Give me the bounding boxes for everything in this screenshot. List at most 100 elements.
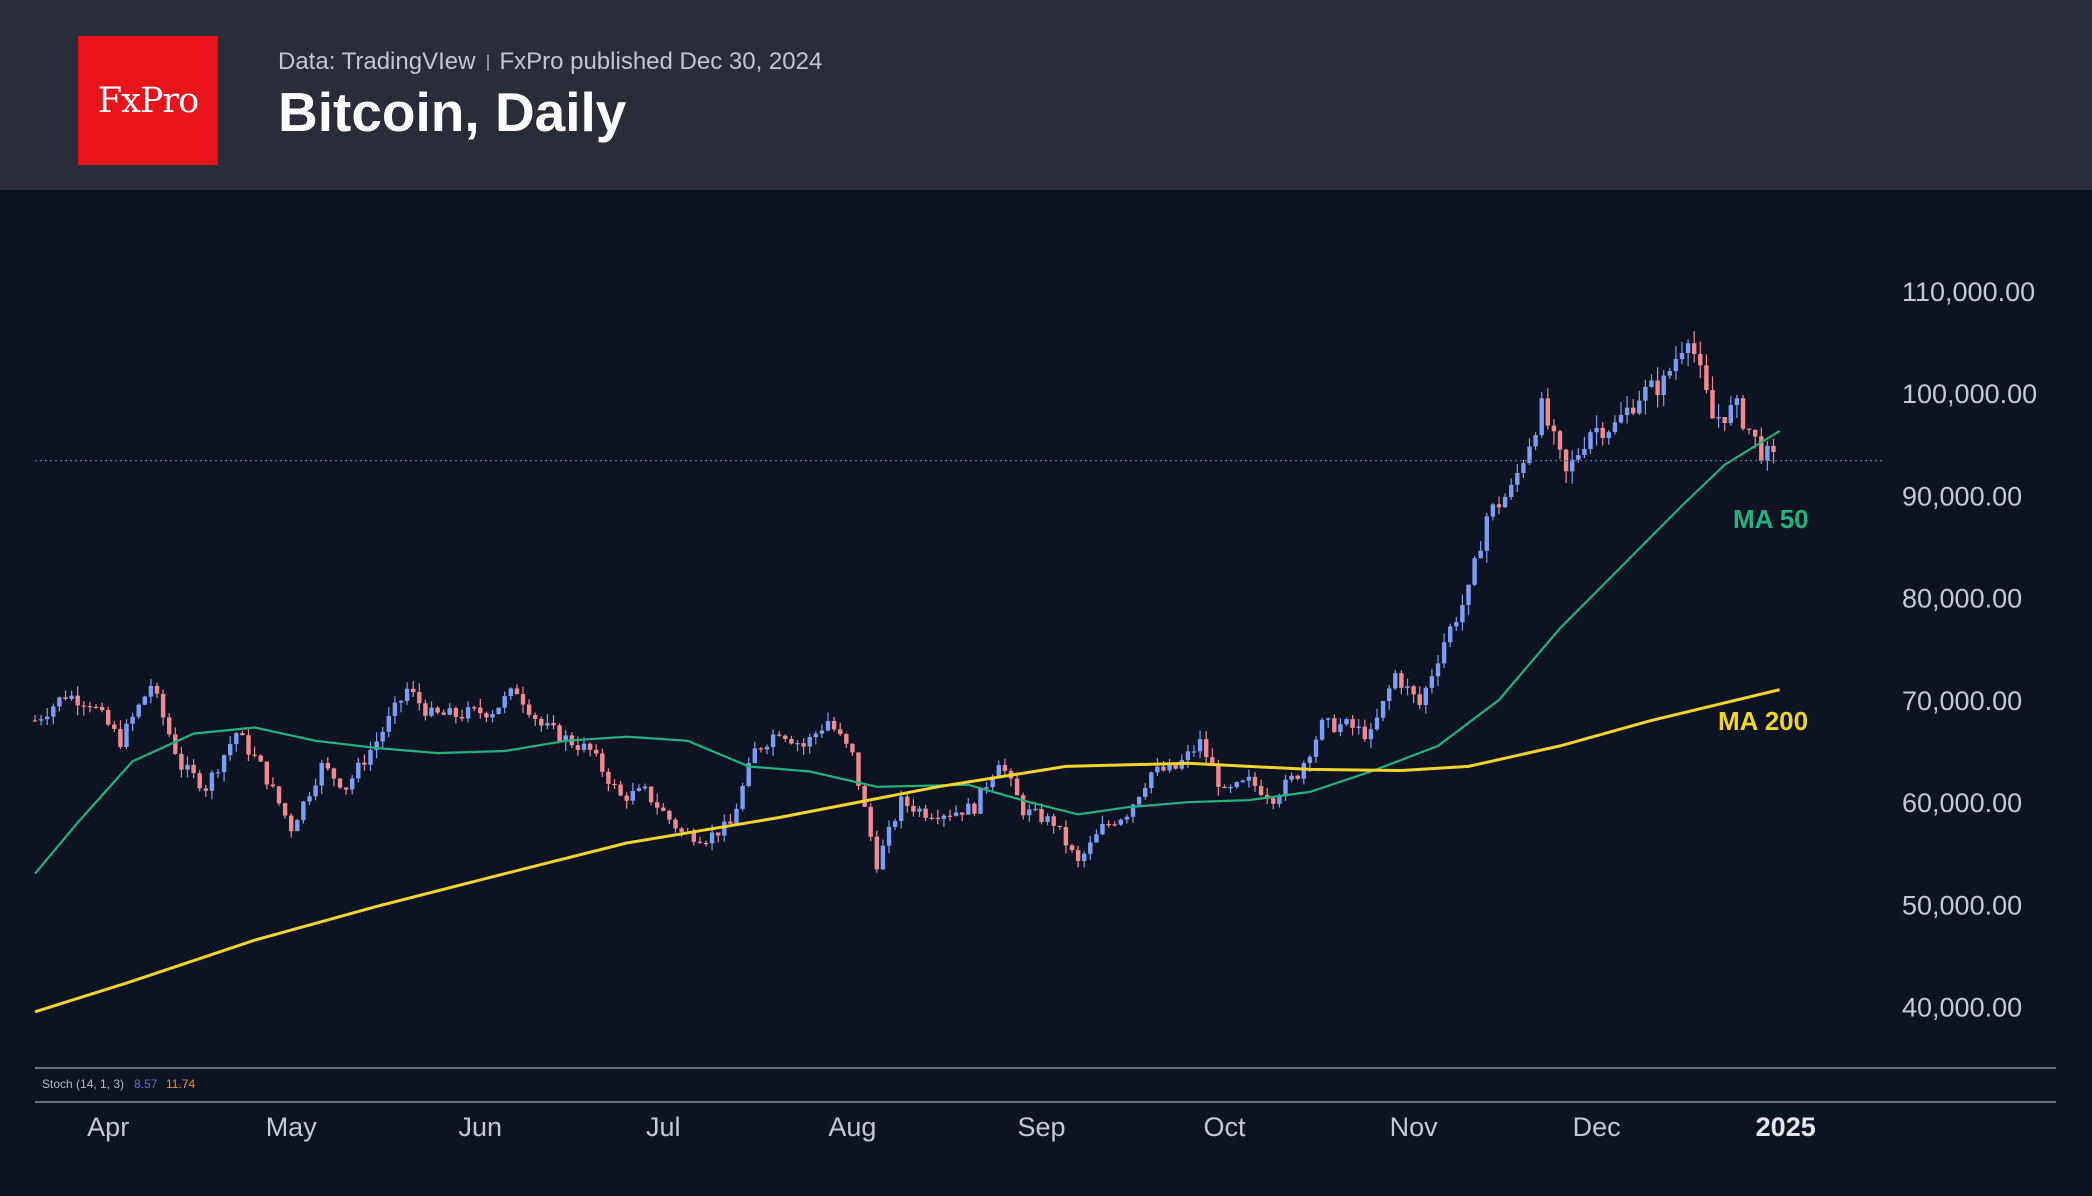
candle-body <box>679 828 684 832</box>
candle-body <box>1600 427 1605 439</box>
x-tick-label: Apr <box>87 1112 129 1142</box>
candle-body <box>423 703 428 716</box>
candle-body <box>697 841 703 843</box>
candle-body <box>1301 762 1306 779</box>
candle-body <box>709 832 715 844</box>
candle-body <box>1679 353 1685 360</box>
candle-body <box>1490 504 1496 517</box>
candle-body <box>526 704 532 715</box>
ma200-line <box>34 688 1780 1014</box>
candle-body <box>1332 718 1337 733</box>
candle-body <box>1460 605 1465 623</box>
candle-body <box>1429 676 1435 688</box>
candle-body <box>264 761 269 785</box>
candle-body <box>1502 496 1508 508</box>
candle-body <box>459 716 465 719</box>
candle-body <box>1411 686 1416 695</box>
candle-body <box>1197 739 1203 752</box>
candle-body <box>1258 785 1264 795</box>
candle-body <box>581 743 587 750</box>
candle-body <box>1521 463 1526 474</box>
candle-body <box>703 842 709 845</box>
candle-body <box>1771 445 1776 453</box>
candle-body <box>886 826 892 846</box>
fxpro-logo: FxPro <box>78 36 218 165</box>
candle-body <box>1728 405 1733 423</box>
candle-body <box>93 706 99 709</box>
candle-body <box>1271 798 1276 804</box>
candle-body <box>441 712 446 715</box>
candle-body <box>1667 371 1672 376</box>
candle-body <box>228 744 233 756</box>
chart-header: FxPro Data: TradingVIew FxPro published D… <box>0 0 2092 190</box>
candle-body <box>197 773 202 789</box>
candle-body <box>1118 819 1123 825</box>
candle-body <box>1289 775 1294 780</box>
candle-body <box>1539 398 1544 436</box>
candle-body <box>173 734 178 754</box>
candle-body <box>1240 780 1245 783</box>
candle-body <box>831 720 837 730</box>
candle-body <box>313 785 318 797</box>
x-tick-label: Jun <box>459 1112 503 1142</box>
y-tick-label: 40,000.00 <box>1902 993 2022 1023</box>
candle-body <box>1551 425 1557 432</box>
candle-body <box>1350 719 1355 728</box>
candle-body <box>1380 701 1386 718</box>
candle-body <box>392 702 398 716</box>
candle-body <box>1368 729 1374 740</box>
plot-background <box>0 190 2092 1196</box>
candle-body <box>636 788 642 792</box>
candle-body <box>1155 766 1160 773</box>
candle-body <box>1252 776 1258 786</box>
candle-body <box>770 734 776 747</box>
candle-body <box>1021 795 1026 816</box>
candle-body <box>435 707 440 713</box>
candle-body <box>1094 834 1099 843</box>
candle-body <box>1692 343 1697 355</box>
candle-body <box>1582 448 1587 456</box>
candle-body <box>136 704 141 717</box>
candle-body <box>1637 400 1642 414</box>
candle-body <box>1106 823 1111 826</box>
stoch-d-value: 11.74 <box>166 1077 195 1091</box>
candle-body <box>380 731 385 742</box>
candle-body <box>1161 766 1166 771</box>
candle-body <box>777 734 782 736</box>
y-tick-label: 100,000.00 <box>1902 379 2037 409</box>
candle-body <box>1631 407 1636 414</box>
candle-body <box>374 741 379 751</box>
candle-body <box>1454 622 1459 627</box>
candle-body <box>32 720 38 722</box>
candle-body <box>1618 415 1624 423</box>
candle-body <box>246 735 251 755</box>
candle-body <box>362 762 367 765</box>
candle-body <box>185 764 190 770</box>
candle-body <box>1448 626 1453 643</box>
x-tick-label: Dec <box>1573 1112 1621 1142</box>
candle-body <box>838 729 843 735</box>
candle-body <box>630 791 635 801</box>
candle-body <box>295 820 300 832</box>
candle-body <box>160 693 166 718</box>
x-tick-label: Sep <box>1017 1112 1065 1142</box>
candle-body <box>99 707 105 711</box>
candle-body <box>1545 398 1550 426</box>
candle-body <box>1173 763 1178 769</box>
candle-body <box>1765 445 1770 462</box>
candle-body <box>386 715 391 732</box>
candle-body <box>319 762 324 786</box>
candle-body <box>1295 775 1300 779</box>
candle-body <box>1246 776 1252 781</box>
candle-body <box>1002 765 1008 772</box>
candle-body <box>1527 446 1532 464</box>
candle-body <box>514 688 520 695</box>
y-tick-label: 110,000.00 <box>1902 277 2035 307</box>
candle-body <box>130 716 135 724</box>
candle-body <box>81 705 86 707</box>
candle-body <box>276 786 282 804</box>
candle-body <box>484 713 489 718</box>
candle-body <box>764 746 770 750</box>
price-chart: MA 50 MA 200 110,000.00 100,000.00 90,000.00… <box>0 190 2092 1196</box>
candle-body <box>1374 717 1380 730</box>
